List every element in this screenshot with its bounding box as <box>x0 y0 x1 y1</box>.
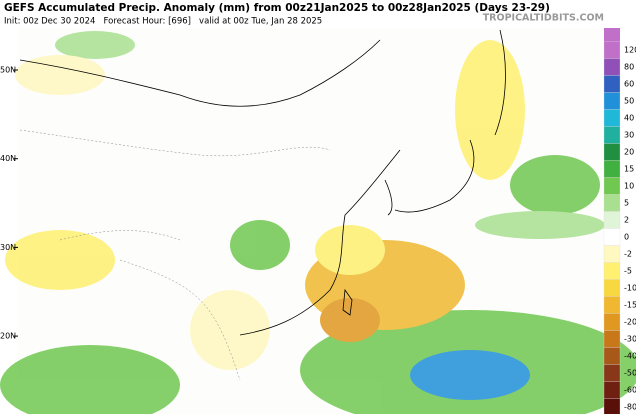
header-band <box>0 0 636 28</box>
lat-label: 30N <box>0 243 16 252</box>
lat-labels: 50N 40N 30N 20N <box>0 66 18 341</box>
colorbar-label: -40 <box>624 352 636 361</box>
colorbar-label: 60 <box>624 80 634 89</box>
colorbar-label: -5 <box>624 267 632 276</box>
colorbar-label: 50 <box>624 97 634 106</box>
colorbar-segment <box>603 228 621 246</box>
colorbar-segment <box>603 92 621 110</box>
colorbar-segment <box>603 58 621 76</box>
lat-label: 20N <box>0 332 16 341</box>
colorbar-label: 80 <box>624 63 634 72</box>
subtitle: Init: 00z Dec 30 2024 Forecast Hour: [69… <box>4 17 322 27</box>
colorbar-segment <box>603 177 621 195</box>
colorbar-label: 5 <box>624 199 629 208</box>
colorbar-label: 30 <box>624 131 634 140</box>
colorbar-segment <box>603 262 621 280</box>
colorbar-label: 0 <box>624 233 629 242</box>
colorbar-label: 10 <box>624 182 634 191</box>
colorbar-label: -2 <box>624 250 632 259</box>
colorbar-segment <box>603 398 621 414</box>
colorbar-cap <box>604 28 620 42</box>
colorbar: 1208060504030201510520-2-5-10-15-20-30-4… <box>603 28 636 414</box>
site-label: TROPICALTIDBITS.COM <box>483 13 604 24</box>
colorbar-segment <box>603 279 621 297</box>
colorbar-segment <box>603 75 621 93</box>
colorbar-segment <box>603 194 621 212</box>
colorbar-segment <box>603 109 621 127</box>
colorbar-label: 40 <box>624 114 634 123</box>
colorbar-segment <box>603 160 621 178</box>
colorbar-segment <box>603 313 621 331</box>
colorbar-label: 15 <box>624 165 634 174</box>
colorbar-label: 120 <box>624 46 636 55</box>
colorbar-segment <box>603 296 621 314</box>
colorbar-label: 20 <box>624 148 634 157</box>
colorbar-segment <box>603 126 621 144</box>
colorbar-segment <box>603 330 621 348</box>
colorbar-segment <box>603 41 621 59</box>
colorbar-label: -80 <box>624 403 636 412</box>
colorbar-segment <box>603 245 621 263</box>
colorbar-segment <box>603 381 621 399</box>
coastlines <box>19 29 506 336</box>
map <box>0 28 636 414</box>
lat-label: 50N <box>0 66 16 75</box>
lat-label: 40N <box>0 154 16 163</box>
title: GEFS Accumulated Precip. Anomaly (mm) fr… <box>4 2 550 14</box>
colorbar-segment <box>603 211 621 229</box>
colorbar-label: -60 <box>624 386 636 395</box>
colorbar-label: -30 <box>624 335 636 344</box>
colorbar-label: -20 <box>624 318 636 327</box>
colorbar-segment <box>603 364 621 382</box>
colorbar-segment <box>603 347 621 365</box>
colorbar-label: -15 <box>624 301 636 310</box>
anomaly-fill <box>0 31 636 414</box>
colorbar-label: -50 <box>624 369 636 378</box>
colorbar-segment <box>603 143 621 161</box>
borders <box>19 129 331 381</box>
colorbar-label: 2 <box>624 216 629 225</box>
colorbar-label: -10 <box>624 284 636 293</box>
